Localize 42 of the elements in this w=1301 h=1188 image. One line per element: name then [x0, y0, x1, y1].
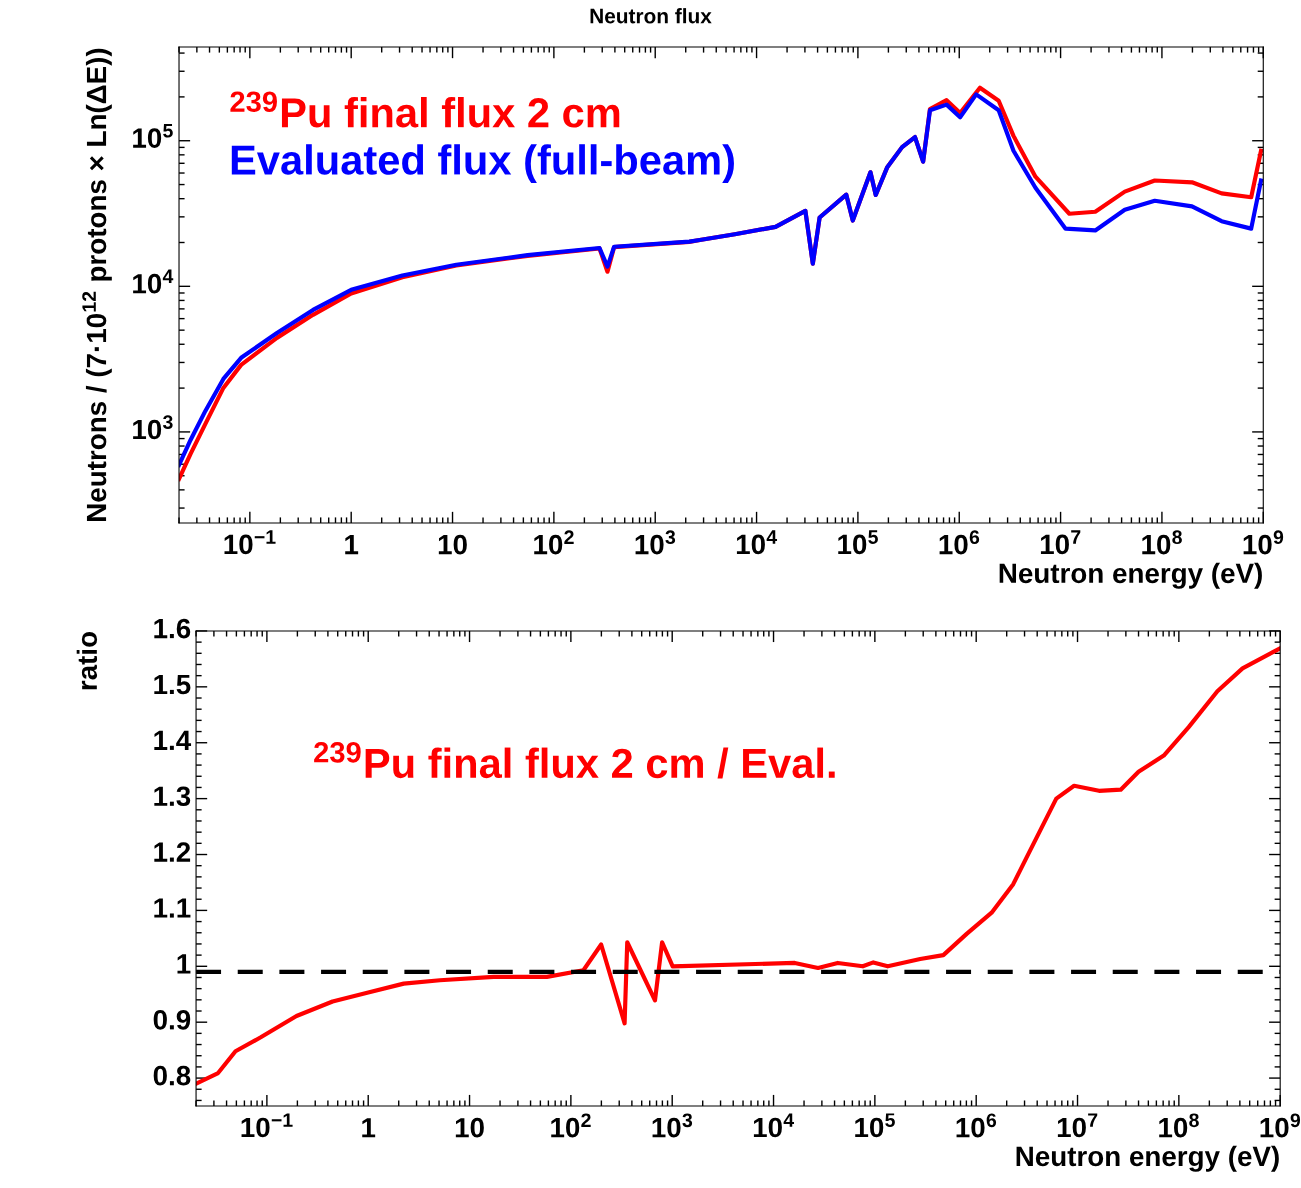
y-tick-label: 10$^{3}$	[133, 415, 173, 440]
x-tick-label: 10$^{5}$	[838, 530, 878, 555]
x-tick-label: 10$^{−1}$	[224, 530, 276, 555]
x-tick-label: 10$^{6}$	[939, 530, 980, 555]
y-axis-title: ratio	[76, 632, 98, 690]
x-tick-label: 10$^{9}$	[1243, 530, 1284, 555]
x-tick-label: 1	[345, 535, 359, 555]
y-tick-label: 1.1	[154, 898, 191, 918]
x-tick-label: 10$^{8}$	[1142, 530, 1182, 555]
x-tick-label: 10$^{7}$	[1040, 530, 1081, 555]
x-tick-label: 1	[362, 1118, 376, 1138]
x-tick-label: 10$^{6}$	[956, 1113, 997, 1138]
x-axis-title: Neutron energy (eV)	[1016, 1145, 1279, 1172]
y-tick-label: 1.3	[154, 786, 191, 807]
x-tick-label: 10$^{8}$	[1159, 1113, 1199, 1138]
x-tick-label: 10$^{5}$	[855, 1113, 895, 1138]
x-tick-label: 10$^{9}$	[1260, 1113, 1301, 1138]
chart-title: Neutron flux	[590, 8, 712, 24]
y-tick-label: 1.6	[154, 618, 191, 639]
text: $^{239}$Pu final flux 2 cm	[230, 91, 620, 128]
x-tick-label: 10$^{7}$	[1057, 1113, 1098, 1138]
y-tick-label: 1	[177, 954, 191, 974]
x-tick-label: 10$^{3}$	[635, 530, 676, 555]
x-tick-label: 10$^{2}$	[551, 1113, 591, 1138]
y-tick-label: 0.9	[153, 1009, 191, 1030]
y-tick-label: 10$^{5}$	[133, 124, 173, 148]
x-tick-label: 10$^{3}$	[652, 1113, 693, 1138]
y-tick-label: 10$^{4}$	[133, 269, 174, 294]
y-tick-label: 1.5	[154, 674, 191, 695]
y-tick-label: 1.4	[154, 730, 192, 750]
y-tick-label: 0.8	[153, 1065, 191, 1086]
y-tick-label: 1.2	[154, 842, 191, 862]
x-tick-label: 10	[438, 534, 467, 555]
series-label: Evaluated flux (full-beam)	[231, 144, 734, 184]
x-axis-title: Neutron energy (eV)	[999, 562, 1262, 589]
x-tick-label: 10$^{2}$	[534, 530, 574, 555]
x-tick-label: 10$^{−1}$	[241, 1113, 293, 1138]
x-tick-label: 10$^{4}$	[753, 1113, 795, 1138]
x-tick-label: 10	[455, 1117, 484, 1138]
y-axis-title: Neutrons / (7·10$^{12}$ protons × Ln(ΔE))	[82, 48, 112, 521]
text: $^{239}$Pu final flux 2 cm / Eval.	[314, 741, 835, 779]
x-tick-label: 10$^{4}$	[736, 530, 778, 555]
